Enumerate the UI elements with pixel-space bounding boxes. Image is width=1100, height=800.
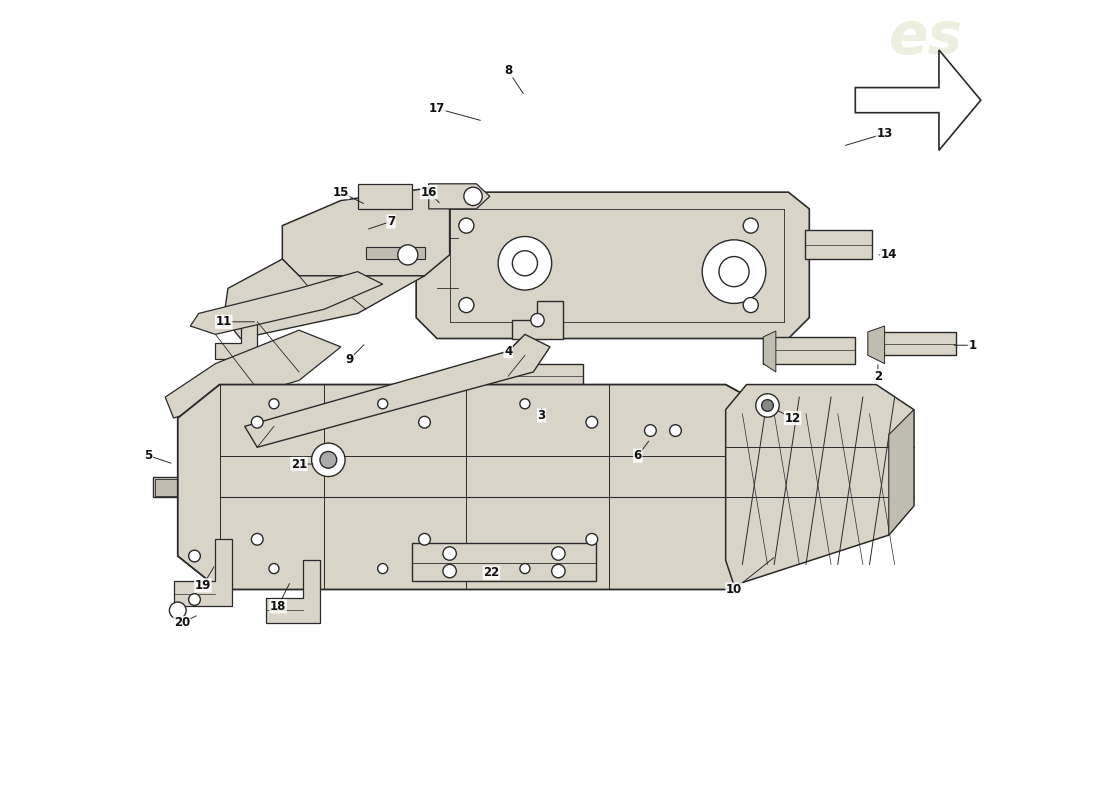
Text: 22: 22 [483, 566, 499, 579]
Circle shape [702, 240, 766, 303]
Text: 9: 9 [345, 353, 353, 366]
Text: 17: 17 [429, 102, 446, 115]
Circle shape [311, 443, 345, 477]
Circle shape [377, 398, 387, 409]
Text: 20: 20 [174, 617, 190, 630]
Circle shape [761, 400, 773, 411]
Polygon shape [513, 301, 562, 338]
Polygon shape [763, 337, 856, 364]
Circle shape [320, 451, 337, 468]
Circle shape [645, 425, 657, 437]
Circle shape [419, 416, 430, 428]
Text: 19: 19 [195, 579, 211, 592]
Circle shape [531, 314, 544, 327]
Polygon shape [763, 331, 776, 372]
Circle shape [670, 425, 681, 437]
Polygon shape [868, 332, 956, 355]
Circle shape [398, 245, 418, 265]
Text: es: es [889, 9, 964, 66]
Polygon shape [429, 184, 490, 209]
Polygon shape [868, 326, 884, 364]
Circle shape [744, 298, 758, 313]
Polygon shape [412, 543, 596, 581]
Text: 14: 14 [881, 248, 896, 262]
Circle shape [513, 250, 538, 276]
Text: 1: 1 [968, 338, 977, 352]
Circle shape [169, 602, 186, 618]
Text: 7: 7 [387, 215, 395, 228]
Text: 5: 5 [144, 449, 153, 462]
Text: 15: 15 [332, 186, 349, 198]
Polygon shape [805, 230, 872, 259]
Circle shape [552, 564, 565, 578]
Circle shape [443, 547, 456, 560]
Circle shape [744, 218, 758, 233]
Polygon shape [155, 479, 195, 496]
Polygon shape [416, 192, 810, 338]
Text: 12: 12 [784, 411, 801, 425]
Polygon shape [216, 322, 257, 359]
Polygon shape [483, 400, 583, 429]
Circle shape [268, 398, 279, 409]
Text: 11: 11 [216, 315, 232, 328]
Polygon shape [265, 560, 320, 623]
Polygon shape [634, 407, 692, 439]
Polygon shape [483, 364, 583, 393]
Circle shape [268, 563, 279, 574]
Polygon shape [190, 272, 383, 334]
Polygon shape [726, 385, 914, 586]
Circle shape [552, 547, 565, 560]
Polygon shape [508, 393, 541, 400]
Circle shape [586, 416, 597, 428]
Circle shape [419, 534, 430, 545]
Text: 8: 8 [504, 64, 513, 78]
Circle shape [188, 550, 200, 562]
Circle shape [756, 394, 779, 417]
Text: a passion for parts since 1985: a passion for parts since 1985 [343, 379, 706, 516]
Polygon shape [366, 246, 425, 259]
Circle shape [459, 298, 474, 313]
Polygon shape [358, 184, 412, 209]
Polygon shape [244, 334, 550, 447]
Text: 13: 13 [877, 127, 893, 140]
Polygon shape [153, 414, 220, 498]
Circle shape [520, 398, 530, 409]
Circle shape [498, 237, 552, 290]
Polygon shape [165, 330, 341, 418]
Circle shape [586, 534, 597, 545]
Circle shape [459, 218, 474, 233]
Polygon shape [174, 539, 232, 606]
Circle shape [252, 416, 263, 428]
Text: 10: 10 [726, 583, 742, 596]
Polygon shape [889, 410, 914, 535]
Text: 16: 16 [420, 186, 437, 198]
Circle shape [188, 594, 200, 606]
Polygon shape [856, 50, 981, 150]
Polygon shape [283, 188, 450, 276]
Circle shape [443, 564, 456, 578]
Text: 2: 2 [873, 370, 882, 382]
Text: 18: 18 [270, 600, 286, 613]
Circle shape [377, 563, 387, 574]
Circle shape [252, 534, 263, 545]
Text: 6: 6 [634, 449, 642, 462]
Circle shape [719, 257, 749, 286]
Text: 4: 4 [504, 345, 513, 358]
Polygon shape [178, 385, 772, 590]
Circle shape [464, 187, 482, 206]
Circle shape [520, 563, 530, 574]
Text: 21: 21 [290, 458, 307, 470]
Text: 3: 3 [538, 409, 546, 422]
Polygon shape [223, 259, 425, 338]
